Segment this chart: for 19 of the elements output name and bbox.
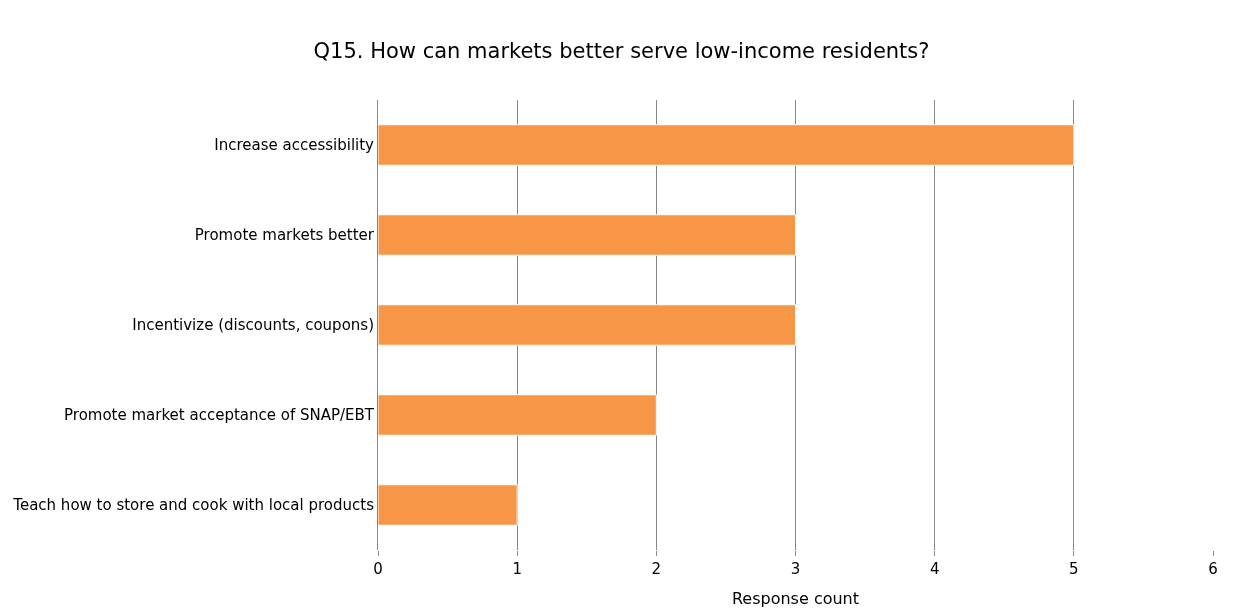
bar (378, 304, 796, 346)
y-tick-label: Promote markets better (194, 226, 375, 245)
x-tick-label: 1 (512, 560, 522, 578)
x-tick-label: 5 (1069, 560, 1079, 578)
y-tick-label: Promote market acceptance of SNAP/EBT (64, 406, 375, 425)
bar (378, 214, 796, 256)
x-tick-label: 2 (651, 560, 662, 578)
y-tick-label: Incentivize (discounts, coupons) (132, 316, 374, 335)
y-tick-label: Teach how to store and cook with local products (12, 496, 375, 515)
x-tick-label: 4 (929, 560, 940, 578)
x-tick-label: 0 (373, 560, 383, 578)
x-tick-label: 6 (1208, 560, 1218, 578)
bar (378, 484, 518, 526)
bar (378, 394, 657, 436)
chart-title: Q15. How can markets better serve low-income residents? (313, 38, 930, 63)
bar (378, 124, 1075, 166)
y-tick-label: Increase accessibility (214, 136, 375, 155)
x-axis-title: Response count (731, 588, 860, 608)
x-tick-label: 3 (790, 560, 801, 578)
